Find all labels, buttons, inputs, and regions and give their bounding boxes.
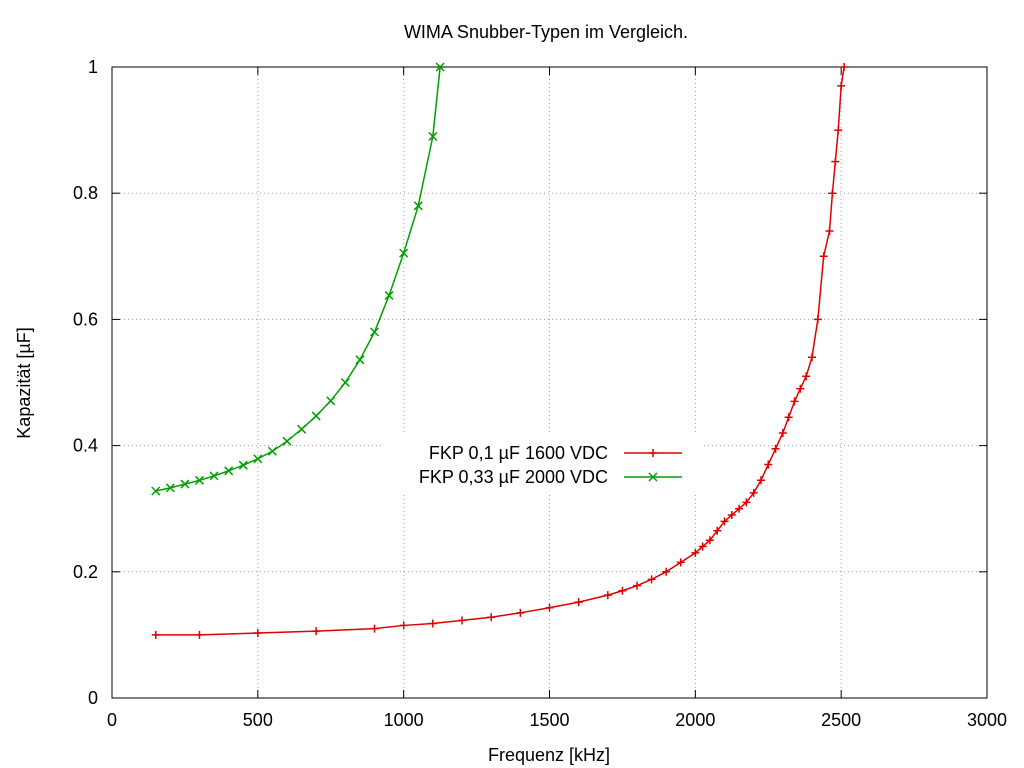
- data-point: [370, 624, 379, 633]
- data-point: [756, 476, 765, 485]
- data-point: [340, 377, 350, 388]
- legend-swatch: [624, 449, 682, 457]
- data-point: [840, 63, 849, 71]
- data-point: [834, 126, 843, 135]
- data-point: [355, 355, 365, 365]
- data-point: [311, 411, 321, 421]
- data-point: [399, 621, 408, 630]
- data-point: [837, 81, 846, 90]
- data-point: [618, 586, 627, 595]
- data-point: [326, 396, 336, 406]
- data-point: [742, 498, 751, 507]
- data-point: [713, 526, 722, 535]
- data-point: [574, 598, 583, 607]
- legend-marker: [649, 449, 657, 457]
- data-point: [413, 201, 423, 211]
- data-point: [778, 428, 787, 437]
- x-tick-label: 500: [243, 710, 273, 730]
- data-point: [297, 424, 307, 434]
- data-point: [435, 62, 445, 72]
- data-point: [428, 131, 438, 141]
- data-point: [831, 157, 840, 166]
- data-point: [165, 483, 175, 493]
- data-point: [209, 471, 219, 481]
- series-fkp-0-33: [151, 62, 445, 496]
- data-point: [369, 327, 380, 337]
- y-tick-label: 0: [88, 688, 98, 708]
- data-point: [813, 315, 822, 324]
- data-point: [399, 248, 409, 258]
- data-point: [545, 603, 554, 612]
- x-axis-label: Frequenz [kHz]: [488, 745, 610, 765]
- grid: [112, 67, 987, 698]
- data-point: [384, 290, 394, 300]
- data-point: [516, 608, 525, 617]
- series-layer: [151, 62, 849, 639]
- data-point: [647, 575, 656, 584]
- y-tick-label: 0.4: [73, 436, 98, 456]
- y-axis-label: Kapazität [µF]: [14, 327, 34, 438]
- chart-title: WIMA Snubber-Typen im Vergleich.: [404, 22, 688, 42]
- data-point: [282, 436, 292, 446]
- data-point: [195, 630, 204, 639]
- data-point: [825, 227, 834, 236]
- data-point: [267, 446, 277, 456]
- data-point: [808, 353, 816, 362]
- series-fkp-0-1: [151, 63, 849, 639]
- data-point: [224, 466, 234, 476]
- data-point: [691, 548, 700, 557]
- x-tick-label: 2000: [675, 710, 715, 730]
- data-point: [458, 616, 466, 625]
- x-tick-label: 3000: [967, 710, 1007, 730]
- data-point: [735, 504, 744, 513]
- data-point: [727, 511, 736, 520]
- data-point: [633, 581, 641, 590]
- data-point: [312, 627, 321, 636]
- data-point: [749, 488, 758, 497]
- x-tick-label: 0: [107, 710, 117, 730]
- data-point: [764, 460, 773, 469]
- data-point: [253, 454, 263, 464]
- legend-swatch: [624, 472, 682, 482]
- data-point: [180, 479, 190, 489]
- data-point: [194, 475, 205, 485]
- data-point: [698, 542, 707, 551]
- legend-background: [382, 433, 702, 493]
- y-tick-label: 0.8: [73, 183, 98, 203]
- series-line: [155, 66, 845, 636]
- data-point: [603, 591, 612, 600]
- data-point: [771, 444, 780, 453]
- x-tick-label: 1500: [529, 710, 569, 730]
- data-point: [238, 460, 248, 470]
- data-point: [487, 613, 496, 622]
- data-point: [428, 619, 437, 628]
- data-point: [151, 486, 161, 496]
- data-point: [796, 384, 805, 393]
- legend: FKP 0,1 µF 1600 VDC FKP 0,33 µF 2000 VDC: [382, 433, 702, 493]
- data-point: [705, 536, 714, 545]
- data-point: [720, 517, 729, 526]
- data-point: [662, 567, 671, 576]
- data-point: [828, 189, 837, 198]
- axis-ticks: 0 500 1000 1500 2000 2500 3000 0 0.2 0.4 0.6 0.8 1: [73, 57, 1007, 730]
- series-line: [155, 66, 441, 492]
- data-point: [151, 630, 160, 639]
- legend-label-fkp-0-1: FKP 0,1 µF 1600 VDC: [429, 443, 608, 463]
- data-point: [784, 413, 793, 422]
- x-tick-label: 2500: [821, 710, 861, 730]
- data-point: [790, 397, 799, 406]
- y-tick-label: 1: [88, 57, 98, 77]
- y-tick-label: 0.6: [73, 309, 98, 329]
- data-point: [253, 629, 262, 638]
- x-tick-label: 1000: [384, 710, 424, 730]
- legend-label-fkp-0-33: FKP 0,33 µF 2000 VDC: [419, 467, 608, 487]
- data-point: [676, 558, 685, 567]
- legend-marker: [648, 472, 658, 482]
- y-tick-label: 0.2: [73, 562, 98, 582]
- data-point: [819, 252, 828, 261]
- data-point: [802, 372, 811, 381]
